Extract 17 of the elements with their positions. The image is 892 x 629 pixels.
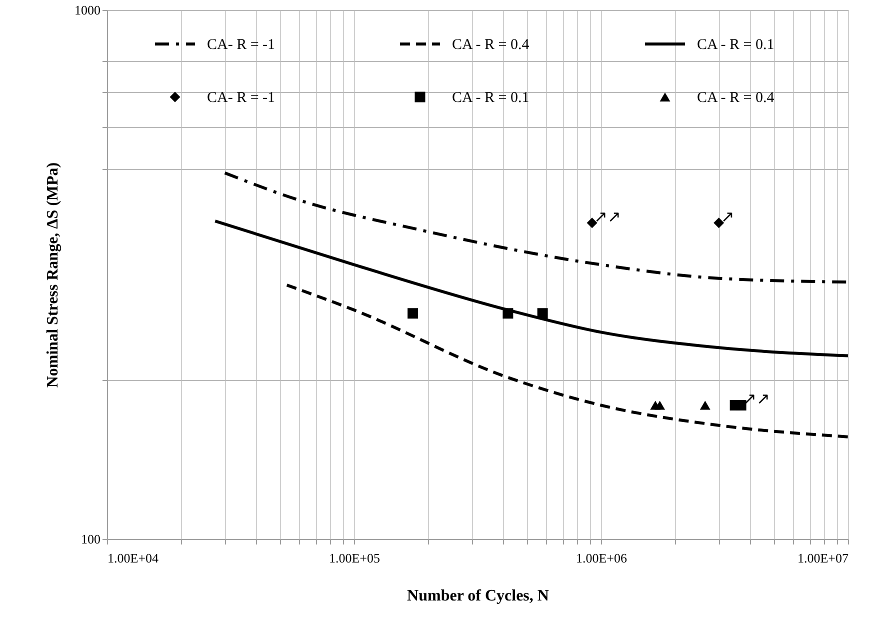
x-tick-label: 1.00E+06 [576, 550, 628, 566]
annotation: ↗↗ [743, 389, 770, 408]
annotation: ↗↗ [594, 206, 621, 226]
x-tick-label: 1.00E+05 [328, 550, 380, 566]
legend-label: CA - R = 0.4 [697, 90, 775, 106]
x-tick-label: 1.00E+07 [797, 550, 849, 566]
legend-label: CA - R = 0.1 [452, 90, 530, 106]
legend-label: CA - R = 0.1 [697, 37, 774, 53]
legend-label: CA- R = -1 [207, 37, 276, 53]
y-tick-label: 1000 [74, 2, 100, 18]
x-tick-label: 1.00E+04 [108, 550, 160, 566]
x-axis-title: Number of Cycles, N [407, 588, 550, 604]
legend-label: CA - R = 0.4 [452, 37, 530, 53]
y-tick-label: 100 [81, 532, 100, 546]
legend-label: CA- R = -1 [207, 90, 276, 106]
y-axis-title: Nominal Stress Range, ΔS (MPa) [44, 162, 62, 388]
annotation: ↗ [720, 206, 734, 226]
